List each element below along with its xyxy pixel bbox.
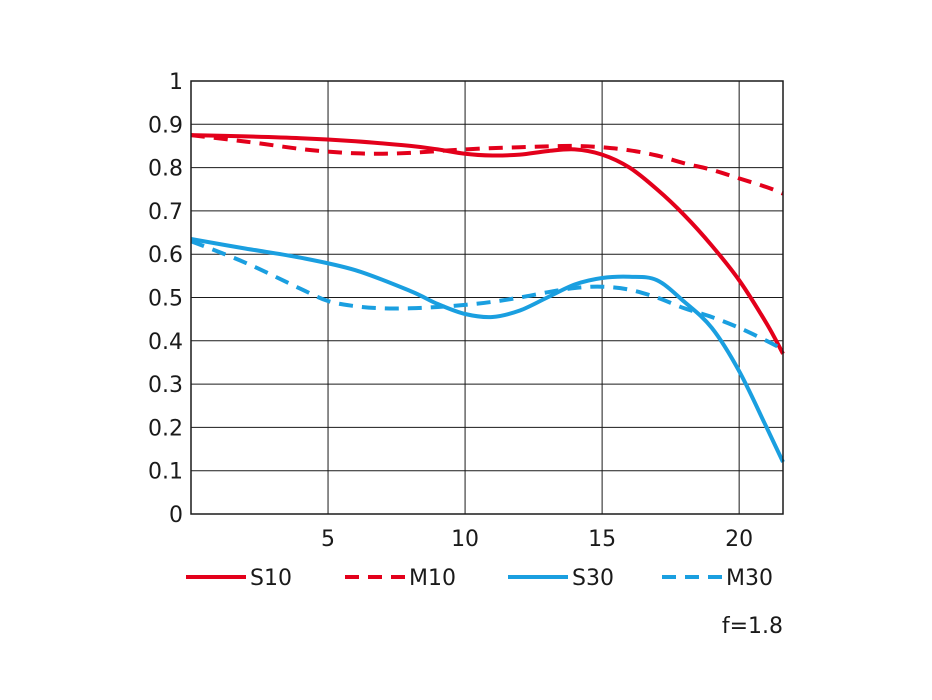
y-tick-label: 0.4 bbox=[148, 330, 183, 355]
series-line-s10 bbox=[190, 133, 785, 355]
x-tick-label: 10 bbox=[451, 527, 479, 552]
y-tick-label: 0 bbox=[169, 503, 183, 528]
series-line-s30 bbox=[190, 237, 785, 463]
legend-label-s10: S10 bbox=[250, 566, 292, 591]
plot-frame bbox=[190, 80, 784, 515]
series-line-m30 bbox=[190, 239, 784, 352]
y-tick-label: 0.9 bbox=[148, 113, 183, 138]
y-tick-label: 0.6 bbox=[148, 243, 183, 268]
y-tick-label: 0.5 bbox=[148, 287, 183, 312]
grid bbox=[191, 80, 783, 515]
y-tick-label: 0.2 bbox=[148, 416, 183, 441]
x-tick-label: 15 bbox=[588, 527, 616, 552]
series-line-m10 bbox=[190, 133, 784, 196]
legend-label-s30: S30 bbox=[572, 566, 614, 591]
y-tick-label: 0.8 bbox=[148, 157, 183, 182]
series-lines bbox=[190, 133, 785, 463]
y-tick-label: 0.3 bbox=[148, 373, 183, 398]
x-tick-label: 5 bbox=[321, 527, 335, 552]
legend: S10 M10 S30 M30 bbox=[186, 566, 773, 591]
x-tick-label: 20 bbox=[725, 527, 753, 552]
legend-label-m30: M30 bbox=[726, 566, 773, 591]
x-axis-ticks: 5 10 15 20 bbox=[321, 527, 753, 552]
legend-label-m10: M10 bbox=[409, 566, 456, 591]
y-tick-label: 1 bbox=[169, 70, 183, 95]
y-tick-label: 0.1 bbox=[148, 460, 183, 485]
y-axis-ticks: 0 0.1 0.2 0.3 0.4 0.5 0.6 0.7 0.8 0.9 1 bbox=[148, 70, 183, 528]
aperture-note: f=1.8 bbox=[722, 614, 783, 639]
y-tick-label: 0.7 bbox=[148, 200, 183, 225]
